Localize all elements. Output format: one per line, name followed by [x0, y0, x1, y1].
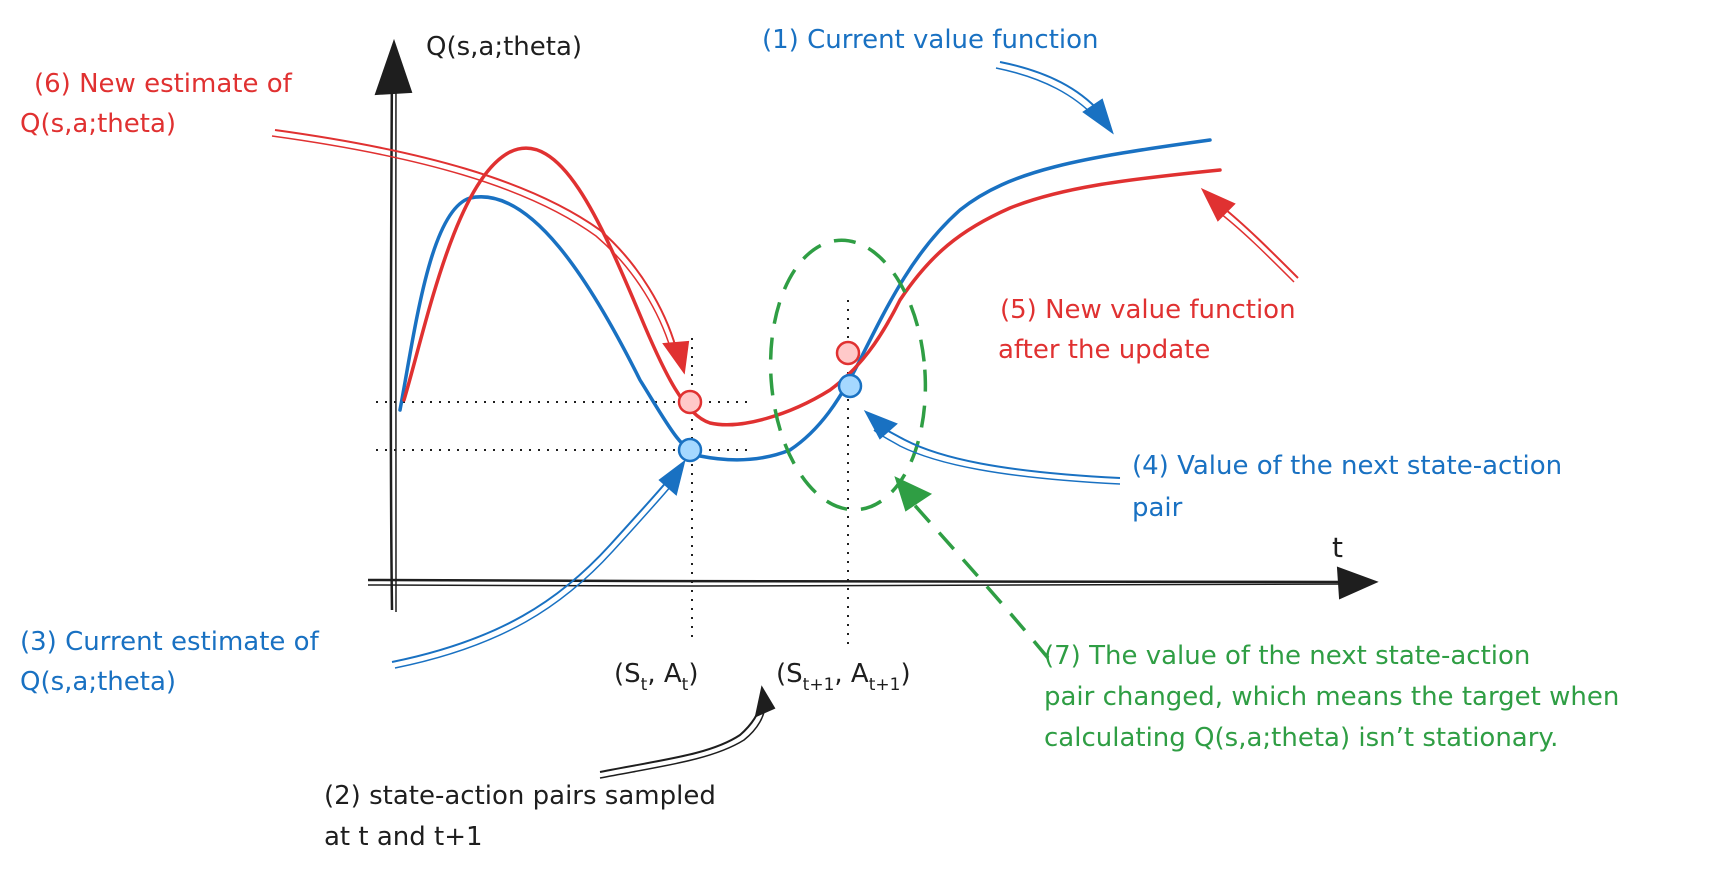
- label-7-line2: pair changed, which means the target whe…: [1044, 682, 1619, 712]
- label-6-line2: Q(s,a;theta): [20, 109, 176, 139]
- label-3-line2: Q(s,a;theta): [20, 667, 176, 697]
- y-axis-arrowhead: [374, 38, 413, 96]
- label-1-current-value-function: (1) Current value function: [762, 25, 1099, 55]
- label-5-line1: (5) New value function: [1000, 295, 1296, 325]
- point-st1-current: [837, 373, 863, 399]
- label-2-line2: at t and t+1: [324, 822, 483, 852]
- pair-st-a: , A: [647, 659, 682, 689]
- pair-st1-close: ): [900, 659, 910, 689]
- point-st1-new: [835, 340, 861, 366]
- label-7-line1: (7) The value of the next state-action: [1044, 641, 1530, 671]
- point-st-current: [677, 437, 703, 463]
- pair-st-close: ): [688, 659, 698, 689]
- dotted-guides: [376, 300, 849, 650]
- pair-st-s: (S: [614, 659, 641, 689]
- arrow-4: [863, 410, 1121, 485]
- label-7-line3: calculating Q(s,a;theta) isn’t stationar…: [1044, 723, 1558, 753]
- pair-st: (St, At): [614, 659, 698, 695]
- pair-st1-a-sub: t+1: [869, 675, 901, 695]
- arrow-2: [599, 685, 776, 779]
- pair-st-s-sub: t: [641, 675, 648, 695]
- new-value-function-curve: [402, 146, 1222, 427]
- pair-st1: (St+1, At+1): [776, 659, 911, 695]
- label-4-line1: (4) Value of the next state-action: [1132, 451, 1562, 481]
- pair-st1-a: , A: [834, 659, 869, 689]
- x-axis-label: t: [1332, 531, 1343, 564]
- label-4-line2: pair: [1132, 493, 1183, 523]
- y-axis-label: Q(s,a;theta): [426, 32, 582, 62]
- pair-st1-s-sub: t+1: [803, 675, 835, 695]
- arrow-1: [995, 61, 1114, 135]
- arrow-7: [894, 476, 1050, 660]
- label-6-line1: (6) New estimate of: [34, 69, 293, 99]
- label-2-line1: (2) state-action pairs sampled: [324, 781, 716, 811]
- x-axis-arrowhead: [1336, 566, 1379, 600]
- arrow-5: [1200, 187, 1299, 283]
- arrow-3: [391, 459, 686, 669]
- changed-target-ellipse: [768, 238, 928, 512]
- arrow-6: [271, 129, 690, 375]
- pair-st-a-sub: t: [682, 675, 689, 695]
- label-5-line2: after the update: [998, 335, 1210, 365]
- pair-st1-s: (S: [776, 659, 803, 689]
- y-axis: [374, 38, 413, 613]
- label-3-line1: (3) Current estimate of: [20, 627, 320, 657]
- point-st-new: [677, 389, 703, 415]
- x-axis: [367, 566, 1379, 600]
